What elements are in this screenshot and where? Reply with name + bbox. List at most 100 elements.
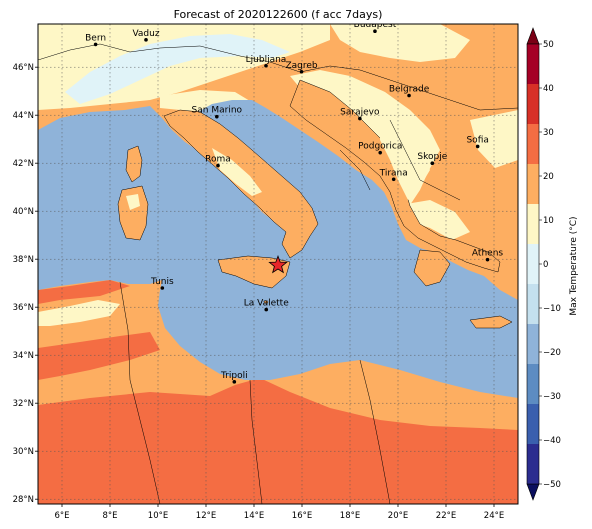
city-skopje: Skopje bbox=[417, 152, 448, 165]
city-dot bbox=[216, 163, 220, 168]
star-icon bbox=[268, 255, 288, 274]
colorbar-segment bbox=[527, 364, 539, 404]
city-label: Tirana bbox=[379, 168, 408, 178]
hungary-mild bbox=[330, 24, 470, 62]
borders bbox=[38, 43, 518, 504]
city-sofia: Sofia bbox=[466, 135, 489, 149]
city-belgrade: Belgrade bbox=[389, 85, 430, 98]
city-vaduz: Vaduz bbox=[132, 29, 160, 42]
city-podgorica: Podgorica bbox=[358, 142, 402, 155]
city-budapest: Budapest bbox=[354, 20, 397, 33]
city-dot bbox=[160, 286, 165, 290]
city-label: Zagreb bbox=[285, 61, 317, 71]
city-tunis: Tunis bbox=[150, 277, 174, 290]
africa-hot-band-north bbox=[38, 332, 160, 380]
city-label: Sofia bbox=[466, 135, 488, 145]
city-dot bbox=[475, 144, 480, 149]
crete bbox=[469, 315, 513, 329]
alps-cold-band bbox=[65, 34, 290, 104]
city-roma: Roma bbox=[205, 155, 231, 168]
city-bern: Bern bbox=[85, 33, 106, 47]
balkans-mild bbox=[380, 120, 430, 200]
colorbar-tick-label: 10 bbox=[543, 216, 554, 226]
figure-title: Forecast of 2020122600 (f acc 7days) bbox=[174, 8, 383, 21]
colorbar-tick-label: −40 bbox=[543, 436, 561, 446]
city-tirana: Tirana bbox=[379, 168, 408, 182]
y-tick-label: 32°N bbox=[13, 399, 34, 409]
colorbar-tick-label: −30 bbox=[543, 392, 561, 402]
anatolia-mild bbox=[470, 110, 518, 168]
sea bbox=[38, 100, 518, 398]
city-sarajevo: Sarajevo bbox=[340, 108, 380, 121]
x-tick-label: 18°E bbox=[340, 511, 360, 521]
city-dot bbox=[391, 177, 396, 182]
y-tick-label: 38°N bbox=[13, 255, 34, 265]
longitude-axis: 6°E 8°E 10°E 12°E 14°E 16°E 18°E 20°E 22°E 24°E bbox=[54, 504, 504, 521]
colorbar-segment bbox=[527, 84, 539, 124]
y-tick-label: 46°N bbox=[13, 63, 34, 73]
city-dot bbox=[144, 38, 148, 42]
colorbar-segment bbox=[527, 404, 539, 444]
x-tick-label: 8°E bbox=[102, 511, 117, 521]
city-label: Ljubljana bbox=[246, 55, 287, 65]
city-dot bbox=[378, 150, 383, 155]
colorbar-label: Max Temperature (°C) bbox=[569, 216, 579, 315]
y-tick-label: 34°N bbox=[13, 351, 34, 361]
city-label: Vaduz bbox=[132, 29, 159, 39]
x-tick-label: 6°E bbox=[54, 511, 69, 521]
city-label: La Valette bbox=[244, 299, 289, 309]
corsica bbox=[125, 145, 143, 183]
colorbar: −50 −40 −30 −20 −10 0 10 20 30 40 50 bbox=[526, 27, 561, 501]
africa-mild-band bbox=[38, 300, 120, 326]
colorbar-tick-label: 0 bbox=[543, 260, 548, 270]
city-dot bbox=[485, 257, 490, 262]
greece-mild bbox=[400, 200, 470, 240]
colorbar-tick-label: −50 bbox=[543, 480, 561, 490]
africa-hot-patch bbox=[38, 280, 130, 304]
city-la-valette: La Valette bbox=[244, 299, 289, 312]
x-tick-label: 16°E bbox=[292, 511, 312, 521]
city-san-marino: San Marino bbox=[192, 106, 243, 119]
colorbar-tick-label: 40 bbox=[543, 84, 554, 94]
map-gridlines bbox=[38, 24, 518, 504]
colorbar-segment bbox=[527, 44, 539, 84]
city-dot bbox=[358, 116, 362, 121]
city-dot bbox=[407, 93, 411, 98]
colorbar-segment bbox=[527, 444, 539, 484]
x-tick-label: 10°E bbox=[148, 511, 168, 521]
city-athens: Athens bbox=[472, 249, 503, 262]
y-tick-label: 28°N bbox=[13, 495, 34, 505]
city-label: Athens bbox=[472, 249, 503, 259]
city-label: Roma bbox=[205, 155, 231, 165]
colorbar-segment bbox=[527, 124, 539, 164]
city-dot bbox=[299, 69, 304, 74]
x-tick-label: 22°E bbox=[436, 511, 456, 521]
y-tick-label: 30°N bbox=[13, 447, 34, 457]
city-label: Tripoli bbox=[220, 371, 248, 381]
colorbar-tick-label: 20 bbox=[543, 172, 554, 182]
x-tick-label: 12°E bbox=[196, 511, 216, 521]
city-label: Belgrade bbox=[389, 85, 430, 95]
x-tick-label: 20°E bbox=[388, 511, 408, 521]
city-dot bbox=[430, 161, 435, 165]
city-dot bbox=[373, 29, 377, 33]
y-tick-label: 36°N bbox=[13, 303, 34, 313]
city-dot bbox=[93, 42, 98, 47]
y-tick-label: 44°N bbox=[13, 111, 34, 121]
city-label: Tunis bbox=[150, 277, 174, 287]
city-label: Budapest bbox=[354, 20, 397, 30]
city-ljubljana: Ljubljana bbox=[246, 55, 287, 68]
map-frame bbox=[37, 23, 519, 505]
city-dot bbox=[264, 307, 269, 312]
colorbar-segment bbox=[527, 204, 539, 244]
sardinia-mild bbox=[126, 194, 140, 210]
colorbar-over-arrow bbox=[526, 27, 540, 45]
colorbar-segment bbox=[527, 324, 539, 364]
city-label: San Marino bbox=[192, 106, 243, 116]
colorbar-segment bbox=[527, 244, 539, 284]
sardinia bbox=[117, 185, 149, 241]
italy-mild bbox=[212, 148, 262, 196]
